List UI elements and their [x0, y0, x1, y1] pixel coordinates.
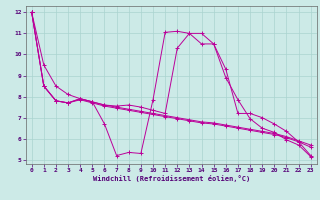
X-axis label: Windchill (Refroidissement éolien,°C): Windchill (Refroidissement éolien,°C) [92, 175, 250, 182]
